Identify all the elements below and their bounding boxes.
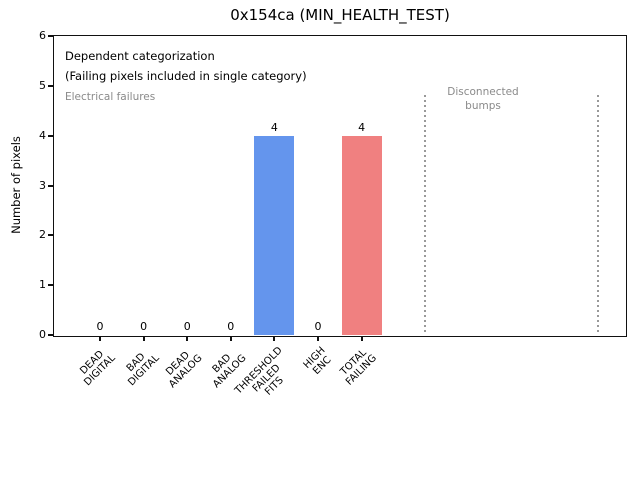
- bar: [254, 135, 295, 335]
- annotation-disconnected-bumps: Disconnected bumps: [447, 86, 519, 112]
- y-tick-mark: [48, 284, 54, 287]
- y-tick-mark: [48, 334, 54, 336]
- annotation-failing-pixels-note: (Failing pixels included in single categ…: [65, 69, 307, 83]
- y-tick-label: 5: [39, 78, 46, 92]
- y-tick-label: 0: [39, 328, 46, 341]
- y-tick-mark: [48, 134, 54, 137]
- x-tick-mark: [99, 336, 101, 341]
- plot-area: [53, 35, 627, 337]
- bar-value-label: 0: [227, 320, 235, 333]
- x-tick-label: DEAD DIGITAL: [78, 348, 118, 389]
- y-tick-mark: [48, 35, 54, 37]
- annotation-dependent-categorization: Dependent categorization: [65, 49, 215, 63]
- x-tick-label: TOTAL FAILING: [338, 347, 380, 388]
- y-tick-mark: [48, 184, 54, 187]
- bar-value-label: 4: [358, 120, 366, 134]
- y-tick-label: 6: [39, 29, 46, 42]
- x-tick-mark: [186, 336, 189, 341]
- chart-title: 0x154ca (MIN_HEALTH_TEST): [230, 6, 450, 24]
- bar-value-label: 0: [96, 320, 104, 333]
- bar: [341, 135, 382, 335]
- x-tick-label: DEAD ANALOG: [164, 349, 205, 391]
- y-tick-label: 2: [39, 228, 46, 242]
- bar-value-label: 0: [183, 320, 191, 333]
- y-tick-label: 1: [39, 278, 46, 292]
- y-tick-mark: [48, 84, 54, 87]
- x-tick-mark: [317, 336, 319, 341]
- x-tick-label: BAD DIGITAL: [124, 351, 162, 389]
- x-tick-mark: [229, 336, 232, 341]
- y-tick-mark: [48, 234, 54, 237]
- separator-dotted-line: [424, 95, 426, 335]
- bar-value-label: 0: [314, 320, 322, 333]
- x-tick-mark: [360, 336, 363, 341]
- annotation-electrical-failures: Electrical failures: [65, 91, 156, 103]
- x-tick-label: HIGH ENC: [301, 345, 334, 378]
- x-tick-mark: [142, 336, 145, 341]
- y-tick-label: 3: [39, 178, 46, 192]
- x-tick-mark: [273, 336, 276, 341]
- bar-value-label: 4: [270, 120, 278, 134]
- separator-dotted-line: [597, 95, 599, 335]
- y-tick-label: 4: [39, 128, 46, 142]
- bar-value-label: 0: [140, 320, 148, 333]
